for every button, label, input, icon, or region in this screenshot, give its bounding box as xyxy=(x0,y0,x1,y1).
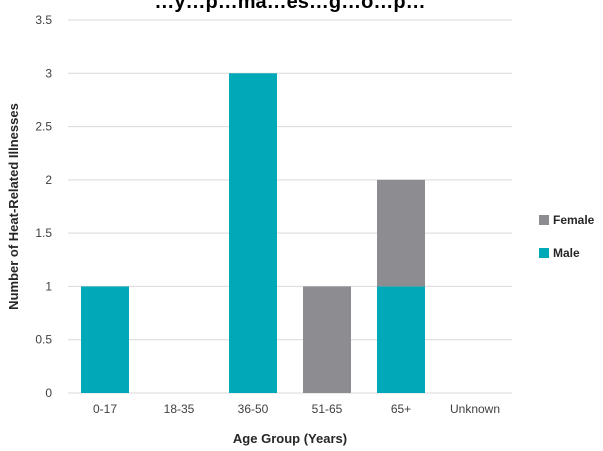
gridlines xyxy=(68,19,512,394)
bar-male-65+ xyxy=(377,286,425,393)
x-tick-label: 36-50 xyxy=(238,402,269,416)
x-tick-label: 65+ xyxy=(391,402,411,416)
y-tick-label: 0.5 xyxy=(35,333,52,347)
y-tick-label: 0 xyxy=(45,386,52,400)
y-tick-label: 1 xyxy=(45,279,52,293)
x-axis-ticks: 0-17 18-35 36-50 51-65 65+ Unknown xyxy=(93,402,500,416)
y-tick-label: 2.5 xyxy=(35,120,52,134)
y-axis-ticks: 0 0.5 1 1.5 2 2.5 3 3.5 xyxy=(35,13,52,400)
bar-female-65+ xyxy=(377,179,425,287)
legend-swatch-male xyxy=(539,248,549,258)
chart-title: …y…p…ma…es…g…o…p… xyxy=(154,0,425,13)
x-tick-label: Unknown xyxy=(450,402,500,416)
x-axis-title: Age Group (Years) xyxy=(233,431,347,446)
y-tick-label: 2 xyxy=(45,173,52,187)
x-tick-label: 51-65 xyxy=(312,402,343,416)
y-tick-label: 1.5 xyxy=(35,226,52,240)
legend-swatch-female xyxy=(539,215,549,225)
bars xyxy=(81,73,425,394)
bar-female-51-65 xyxy=(303,286,351,393)
bar-male-0-17 xyxy=(81,286,129,393)
legend: Female Male xyxy=(539,213,595,260)
legend-label-male: Male xyxy=(553,246,580,260)
legend-label-female: Female xyxy=(553,213,595,227)
x-tick-label: 18-35 xyxy=(164,402,195,416)
y-tick-label: 3 xyxy=(45,66,52,80)
y-tick-label: 3.5 xyxy=(35,13,52,27)
bar-male-36-50 xyxy=(229,73,277,394)
x-tick-label: 0-17 xyxy=(93,402,117,416)
y-axis-title: Number of Heat-Related Illnesses xyxy=(6,103,21,310)
